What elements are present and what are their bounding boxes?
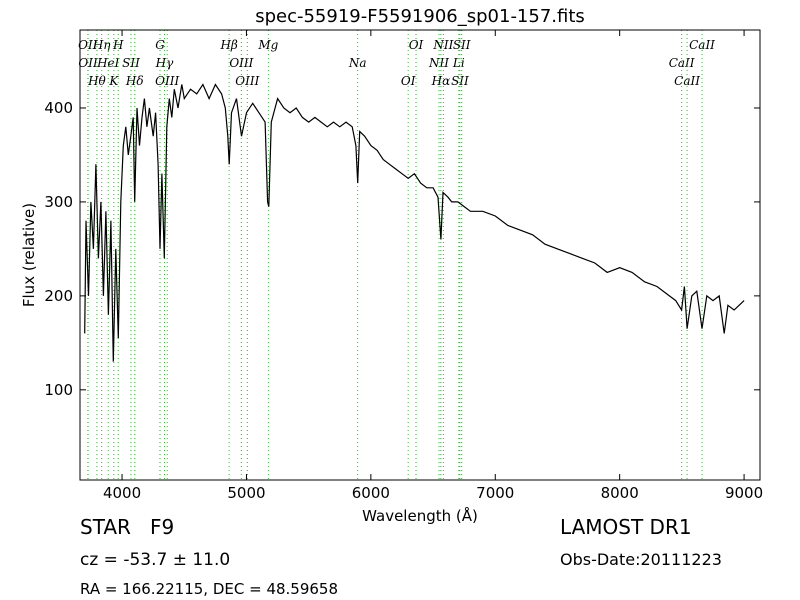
spectral-line-label: Hη	[92, 38, 111, 52]
spectral-line-label: SII	[122, 56, 140, 70]
spectral-line-label: K	[108, 74, 119, 88]
spectral-line-label: OIII	[229, 56, 253, 70]
spectral-line-label: Hδ	[125, 74, 144, 88]
spectral-line-label: CaII	[669, 56, 695, 70]
y-tick-label: 100	[44, 381, 73, 399]
annotation: Obs-Date:20111223	[560, 550, 722, 569]
chart-title: spec-55919-F5591906_sp01-157.fits	[255, 6, 585, 27]
spectral-line-label: Na	[348, 56, 367, 70]
spectrum-line	[84, 83, 745, 362]
y-tick-label: 400	[44, 99, 73, 117]
x-tick-label: 7000	[476, 484, 514, 502]
spectral-line-label: OII	[78, 38, 98, 52]
spectral-line-label: HeI	[96, 56, 120, 70]
spectral-line-label: Mg	[257, 38, 278, 52]
x-tick-label: 5000	[227, 484, 265, 502]
annotation: cz = -53.7 ± 11.0	[80, 550, 230, 570]
y-tick-label: 300	[44, 193, 73, 211]
x-axis-label: Wavelength (Å)	[362, 506, 478, 525]
spectral-line-label: Li	[452, 56, 465, 70]
x-tick-label: 9000	[725, 484, 763, 502]
spectral-line-label: Hα	[431, 74, 451, 88]
x-tick-label: 8000	[601, 484, 639, 502]
annotation: RA = 166.22115, DEC = 48.59658	[80, 580, 338, 598]
spectral-line-label: OII	[78, 56, 98, 70]
annotation: STAR F9	[80, 515, 174, 539]
spectral-line-label: CaII	[689, 38, 715, 52]
spectral-line-label: CaII	[674, 74, 700, 88]
plot-frame	[79, 29, 761, 481]
spectral-line-label: OIII	[235, 74, 259, 88]
spectral-line-label: SII	[451, 74, 469, 88]
y-tick-label: 200	[44, 287, 73, 305]
y-axis-label: Flux (relative)	[20, 203, 38, 307]
spectral-line-label: OI	[409, 38, 424, 52]
x-tick-label: 6000	[352, 484, 390, 502]
spectral-line-label: G	[155, 38, 165, 52]
spectral-line-label: Hβ	[219, 38, 237, 52]
annotation: LAMOST DR1	[560, 515, 692, 539]
spectral-line-label: SII	[453, 38, 471, 52]
x-tick-label: 4000	[103, 484, 141, 502]
spectral-line-label: OIII	[155, 74, 179, 88]
spectral-line-label: Hγ	[155, 56, 174, 70]
spectral-line-label: H	[112, 38, 124, 52]
spectral-line-label: NII	[428, 56, 449, 70]
spectral-line-label: NII	[432, 38, 453, 52]
spectral-line-label: OI	[401, 74, 416, 88]
spectral-line-label: Hθ	[87, 74, 106, 88]
